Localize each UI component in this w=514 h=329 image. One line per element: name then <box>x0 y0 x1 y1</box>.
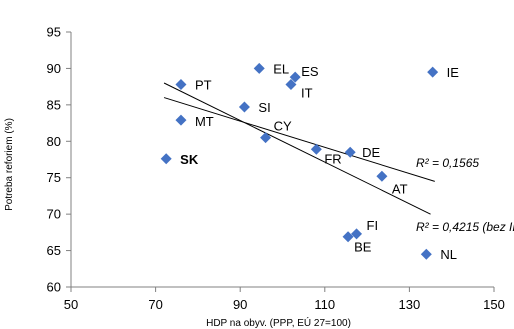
y-tick-label: 80 <box>47 134 61 149</box>
point-label-pt: PT <box>195 77 212 92</box>
data-point-el <box>253 62 265 74</box>
point-label-mt: MT <box>195 114 214 129</box>
y-tick-label: 95 <box>47 25 61 40</box>
x-axis-ticks: 50 70 90 110 130 150 <box>64 287 505 312</box>
trendline-equation-label: R² = 0,1565 <box>416 156 479 170</box>
point-label-si: SI <box>258 100 270 115</box>
x-tick-label: 70 <box>148 297 162 312</box>
x-tick-label: 150 <box>483 297 505 312</box>
data-point-cy <box>260 132 272 144</box>
data-points <box>160 62 439 260</box>
trendlines <box>163 82 435 215</box>
data-point-fi <box>351 228 363 240</box>
point-label-be: BE <box>354 240 372 255</box>
x-axis-title: HDP na obyv. (PPP, EÚ 27=100) <box>206 316 351 329</box>
x-tick-label: 50 <box>64 297 78 312</box>
x-tick-label: 90 <box>233 297 247 312</box>
point-label-ie: IE <box>447 65 460 80</box>
trendline-2 <box>163 82 431 215</box>
y-tick-label: 70 <box>47 207 61 222</box>
data-point-de <box>344 146 356 158</box>
data-point-pt <box>175 78 187 90</box>
data-point-it <box>285 78 297 90</box>
y-tick-label: 60 <box>47 280 61 295</box>
y-tick-label: 90 <box>47 61 61 76</box>
point-label-nl: NL <box>440 247 457 262</box>
point-label-fi: FI <box>367 218 379 233</box>
trendline-1 <box>163 97 435 182</box>
axes <box>70 32 494 288</box>
point-labels: PT EL ES IT IE SI MT CY SK FR DE AT FI BE NL <box>180 61 459 262</box>
data-point-sk <box>160 153 172 165</box>
point-label-it: IT <box>301 85 313 100</box>
point-label-el: EL <box>273 61 289 76</box>
data-point-at <box>376 170 388 182</box>
y-tick-label: 65 <box>47 243 61 258</box>
y-tick-label: 85 <box>47 97 61 112</box>
data-point-fr <box>310 143 322 155</box>
data-point-nl <box>420 248 432 260</box>
point-label-cy: CY <box>274 119 292 134</box>
y-axis-ticks: 60 65 70 75 80 85 90 95 <box>47 25 71 295</box>
y-tick-label: 75 <box>47 170 61 185</box>
data-point-si <box>238 101 250 113</box>
x-tick-label: 110 <box>314 297 335 312</box>
point-label-es: ES <box>301 64 319 79</box>
y-axis-title: Potreba reforiem (%) <box>4 118 15 211</box>
data-point-be <box>342 231 354 243</box>
data-point-mt <box>175 114 187 126</box>
point-label-de: DE <box>362 145 380 160</box>
point-label-sk: SK <box>180 152 199 167</box>
data-point-es <box>289 71 301 83</box>
point-label-fr: FR <box>324 151 341 166</box>
trendline-labels: R² = 0,1565 R² = 0,4215 (bez IE) <box>416 156 514 234</box>
data-point-ie <box>427 66 439 78</box>
trendline-equation-label: R² = 0,4215 (bez IE) <box>416 220 514 234</box>
x-tick-label: 130 <box>399 297 421 312</box>
point-label-at: AT <box>392 181 408 196</box>
